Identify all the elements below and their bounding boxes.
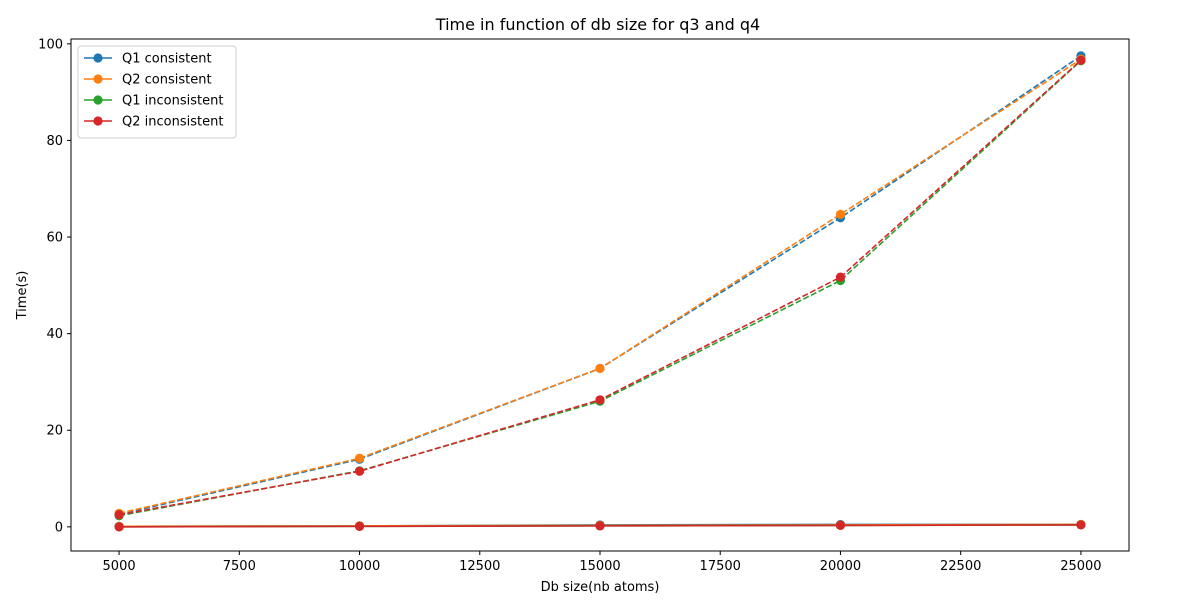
data-point-5-3 [835,209,846,219]
data-point-5-1 [354,453,365,463]
axes: 5000 7500 10000 12500 15000 17500 20000 22500 25… [38,37,1130,574]
legend-label-2: Q1 inconsistent [122,94,223,109]
data-point-7-0 [114,510,124,520]
data-point-7-1 [354,466,365,476]
y-tick-label-0: 0 [55,520,63,535]
y-tick-label-2: 40 [46,327,63,342]
chart-title: Time in function of db size for q3 and q… [435,15,760,34]
legend-marker-3 [93,116,103,126]
y-tick-label-5: 100 [38,37,63,52]
data-point-7-4 [1076,55,1086,65]
x-tick-label-7: 22500 [940,559,981,574]
data-point-7-2 [595,395,605,405]
data-point-3-2 [595,521,605,531]
data-point-3-4 [1076,520,1086,530]
y-tick-label-4: 80 [46,134,63,149]
x-tick-label-1: 7500 [223,559,256,574]
legend-marker-1 [93,74,103,84]
legend-marker-0 [93,53,103,63]
x-tick-label-4: 15000 [579,559,620,574]
legend-label-0: Q1 consistent [122,52,212,67]
data-point-3-1 [354,521,365,531]
x-tick-label-0: 5000 [103,559,136,574]
x-tick-label-3: 12500 [459,559,500,574]
x-tick-label-2: 10000 [339,559,380,574]
x-axis-title: Db size(nb atoms) [541,580,660,595]
data-point-3-3 [835,520,846,531]
y-tick-label-3: 60 [46,231,63,246]
data-point-7-3 [835,272,846,282]
plot-area [114,51,1086,532]
legend-label-1: Q2 consistent [122,73,212,88]
y-tick-label-1: 20 [46,424,63,439]
legend-box [77,45,237,139]
data-point-5-2 [595,363,605,374]
x-tick-label-6: 20000 [820,559,861,574]
legend-label-3: Q2 inconsistent [122,115,223,130]
x-tick-label-5: 17500 [700,559,741,574]
y-axis-title: Time(s) [15,271,30,321]
data-point-3-0 [114,522,124,532]
legend-marker-2 [93,95,103,105]
legend: Q1 consistent Q2 consistent Q1 inconsisten… [77,45,237,139]
x-tick-label-8: 25000 [1060,559,1101,574]
